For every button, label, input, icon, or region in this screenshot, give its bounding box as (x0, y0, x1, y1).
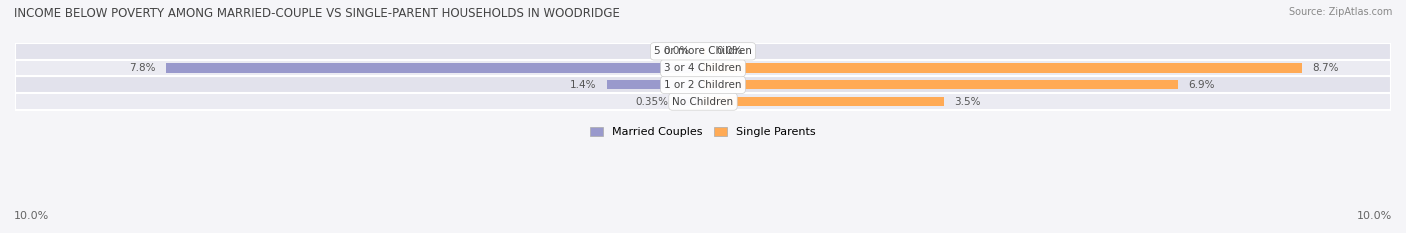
Text: 3.5%: 3.5% (955, 96, 980, 106)
Bar (15, 60, 1391, 76)
Text: Source: ZipAtlas.com: Source: ZipAtlas.com (1288, 7, 1392, 17)
Text: 7.8%: 7.8% (129, 63, 156, 73)
Bar (606, 80, 703, 89)
Text: 1.4%: 1.4% (569, 80, 596, 90)
Text: No Children: No Children (672, 96, 734, 106)
Bar (703, 47, 706, 56)
Text: 10.0%: 10.0% (1357, 211, 1392, 221)
Bar (703, 63, 1302, 73)
Text: 10.0%: 10.0% (14, 211, 49, 221)
Text: 8.7%: 8.7% (1312, 63, 1339, 73)
Text: 5 or more Children: 5 or more Children (654, 46, 752, 56)
Text: 0.0%: 0.0% (664, 46, 689, 56)
Legend: Married Couples, Single Parents: Married Couples, Single Parents (586, 123, 820, 142)
Text: 1 or 2 Children: 1 or 2 Children (664, 80, 742, 90)
Bar (703, 80, 1178, 89)
Bar (15, 93, 1391, 110)
Text: INCOME BELOW POVERTY AMONG MARRIED-COUPLE VS SINGLE-PARENT HOUSEHOLDS IN WOODRID: INCOME BELOW POVERTY AMONG MARRIED-COUPL… (14, 7, 620, 20)
Text: 3 or 4 Children: 3 or 4 Children (664, 63, 742, 73)
Bar (15, 43, 1391, 60)
Bar (166, 63, 703, 73)
Bar (703, 97, 943, 106)
Bar (15, 76, 1391, 93)
Bar (679, 97, 703, 106)
Text: 6.9%: 6.9% (1188, 80, 1215, 90)
Text: 0.0%: 0.0% (717, 46, 742, 56)
Text: 0.35%: 0.35% (636, 96, 669, 106)
Bar (700, 47, 703, 56)
